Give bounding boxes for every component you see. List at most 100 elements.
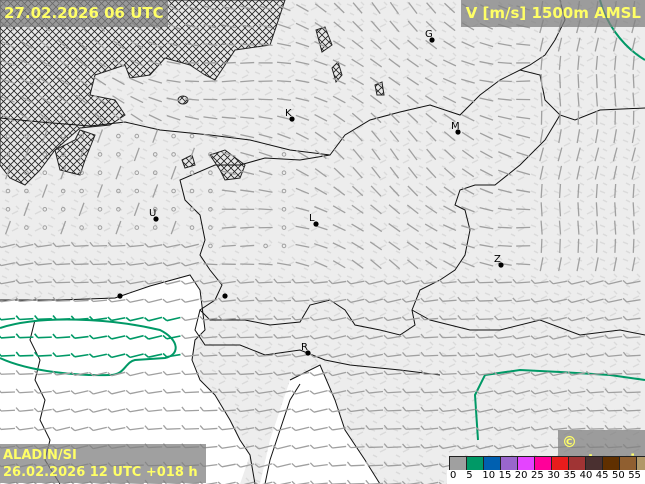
wind-barb (438, 315, 457, 321)
wind-barb (130, 113, 144, 123)
wind-barb (567, 335, 586, 340)
wind-barb (144, 353, 163, 358)
calm-marker (42, 207, 48, 212)
wind-barb (494, 278, 512, 284)
wind-barb (332, 40, 346, 49)
wind-barb (221, 134, 236, 139)
calm-marker (171, 133, 176, 139)
wind-barb (70, 390, 89, 395)
wind-barb (444, 149, 456, 160)
wind-barb (70, 315, 89, 321)
wind-barb (19, 95, 33, 104)
wind-barb (112, 112, 125, 123)
wind-barb (595, 183, 598, 199)
wind-barb (217, 279, 236, 285)
wind-barb (273, 371, 292, 376)
wind-barb (530, 316, 549, 322)
wind-barb (167, 4, 181, 12)
wind-barb (548, 353, 567, 358)
wind-barb (170, 165, 177, 180)
wind-barb (309, 297, 328, 303)
wind-barb (107, 353, 126, 359)
wind-barb (144, 389, 163, 394)
wind-barb (351, 204, 364, 214)
wind-barb (493, 444, 512, 450)
wind-barb (52, 352, 71, 358)
wind-barb (15, 315, 34, 321)
wind-barb (383, 461, 402, 467)
wind-barb (15, 388, 34, 394)
wind-barb (461, 187, 475, 195)
wind-barb (34, 278, 52, 284)
wind-barb (346, 425, 365, 431)
wind-barb (461, 149, 475, 160)
wind-barb (240, 43, 255, 46)
calm-marker (24, 133, 29, 139)
wind-barb (479, 114, 494, 121)
wind-barb (352, 2, 363, 14)
wind-barb (15, 370, 34, 375)
wind-barb (0, 425, 16, 431)
wind-barb (530, 279, 549, 285)
wind-barb (75, 58, 88, 68)
wind-barb (346, 389, 365, 395)
wind-barb (388, 241, 401, 251)
wind-barb (88, 371, 107, 377)
wind-barb (604, 370, 623, 376)
wind-barb (52, 333, 71, 339)
calm-marker (208, 207, 213, 212)
model-run-label: ALADIN/SI 26.02.2026 12 UTC +018 h (0, 444, 206, 483)
wind-barb (631, 257, 636, 272)
wind-barb (604, 406, 623, 412)
wind-barb (295, 114, 310, 121)
wind-barb (614, 238, 617, 253)
legend-swatch (500, 456, 518, 471)
wind-barb (595, 55, 599, 70)
wind-barb (612, 147, 618, 162)
wind-barb (273, 278, 292, 284)
wind-barb (461, 260, 475, 268)
wind-barb (240, 116, 255, 120)
wind-barb (96, 129, 104, 143)
wind-barb (180, 261, 199, 267)
wind-barb (254, 278, 273, 284)
wind-barb (493, 334, 512, 339)
wind-barb (76, 39, 88, 50)
wind-barb (240, 80, 255, 83)
wind-barb (604, 280, 623, 285)
wind-barb (493, 390, 512, 395)
wind-barb (406, 223, 419, 233)
wind-barb (0, 279, 16, 285)
calm-marker (208, 225, 213, 230)
wind-barb (20, 40, 33, 49)
wind-barb (408, 148, 418, 161)
wind-barb (420, 333, 439, 339)
wind-barb (23, 147, 30, 162)
wind-barb (70, 296, 89, 302)
wind-barb (309, 316, 328, 321)
wind-barb (406, 241, 419, 251)
wind-barb (254, 389, 273, 394)
wind-barb (457, 315, 476, 320)
wind-barb (365, 424, 384, 430)
wind-barb (407, 130, 418, 142)
wind-barb (407, 166, 418, 179)
wind-barb (57, 39, 69, 50)
wind-barb (530, 426, 549, 431)
wind-barb (512, 426, 531, 432)
wind-barb (443, 113, 456, 123)
calm-marker (24, 170, 29, 175)
wind-barb (258, 263, 273, 266)
calm-marker (5, 188, 11, 194)
wind-barb (148, 41, 162, 49)
legend-swatch (517, 456, 535, 471)
wind-barb (443, 131, 456, 142)
wind-barb (314, 260, 328, 268)
wind-barb (461, 78, 475, 84)
cities: G K M U L Z R (117, 29, 504, 356)
wind-barb (407, 20, 418, 32)
wind-barb (254, 333, 273, 339)
wind-barb (133, 202, 140, 217)
wind-barb (371, 148, 381, 161)
wind-barb (258, 170, 273, 176)
